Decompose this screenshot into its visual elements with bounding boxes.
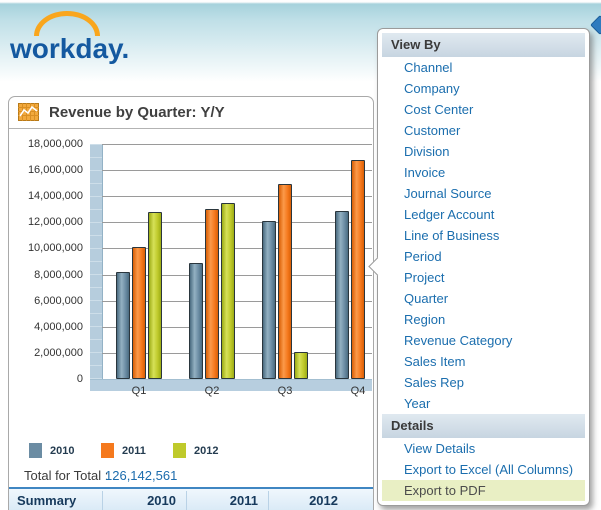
gridline <box>102 170 372 172</box>
menu-item-invoice[interactable]: Invoice <box>404 165 446 180</box>
y-axis-tick-label: 18,000,000 <box>27 138 83 150</box>
column-separator <box>186 491 187 510</box>
menu-item-region[interactable]: Region <box>404 312 446 327</box>
menu-item-period[interactable]: Period <box>404 249 442 264</box>
y-axis-tick-label: 6,000,000 <box>34 294 83 307</box>
menu-item-ledger-account[interactable]: Ledger Account <box>404 207 495 222</box>
legend-label: 2010 <box>50 445 75 457</box>
gridline <box>102 326 372 328</box>
menu-item-cost-center[interactable]: Cost Center <box>404 102 474 117</box>
gridline <box>102 248 372 250</box>
revenue-chart: 0 2,000,000 4,000,000 6,000,000 8,000,000 10,… <box>9 129 372 409</box>
y-axis-tick-label: 12,000,000 <box>27 216 83 229</box>
y-axis-tick-label: 0 <box>76 373 83 385</box>
x-axis-label-q2: Q2 <box>204 385 220 397</box>
y-axis-tick-label: 8,000,000 <box>34 268 83 281</box>
gridline <box>102 144 372 145</box>
bar-2010-q1[interactable] <box>116 272 130 379</box>
gridline <box>102 222 372 224</box>
summary-col-2011: 2011 <box>229 493 258 508</box>
summary-table-header: Summary 2010 2011 2012 <box>9 487 373 510</box>
menu-item-channel[interactable]: Channel <box>404 60 453 75</box>
bar-2011-q1[interactable] <box>132 247 146 379</box>
bar-2012-q1[interactable] <box>148 212 162 379</box>
menu-item-revenue-category[interactable]: Revenue Category <box>404 333 513 348</box>
summary-col-summary: Summary <box>17 493 77 508</box>
menu-item-division[interactable]: Division <box>404 144 450 159</box>
total-value: 126,142,561 <box>105 468 178 483</box>
x-axis-label-q4: Q4 <box>350 385 366 397</box>
gridline <box>102 196 372 198</box>
menu-section-view-by: View By <box>382 33 585 57</box>
summary-col-2010: 2010 <box>147 493 176 508</box>
menu-item-sales-rep[interactable]: Sales Rep <box>404 375 464 390</box>
panel-header: Revenue by Quarter: Y/Y <box>9 97 373 129</box>
menu-section-details: Details <box>382 414 585 438</box>
menu-item-project[interactable]: Project <box>404 270 445 285</box>
gridline <box>102 274 372 276</box>
bar-2011-q2[interactable] <box>205 209 219 379</box>
y-axis-tick-label: 2,000,000 <box>34 346 83 359</box>
legend-swatch-2010 <box>29 443 42 458</box>
bar-2010-q2[interactable] <box>189 263 203 379</box>
menu-item-journal-source[interactable]: Journal Source <box>404 186 492 201</box>
total-label: Total for Total : <box>24 468 109 483</box>
legend-label: 2012 <box>194 445 219 457</box>
menu-item-customer[interactable]: Customer <box>404 123 461 138</box>
gridline <box>102 352 372 354</box>
bar-2010-q3[interactable] <box>262 221 276 379</box>
workday-logo: workday. <box>10 33 130 64</box>
gridline <box>102 300 372 302</box>
legend-swatch-2011 <box>101 443 114 458</box>
bar-2010-q4[interactable] <box>335 211 349 379</box>
x-axis-label-q3: Q3 <box>277 385 293 397</box>
menu-item-line-of-business[interactable]: Line of Business <box>404 228 500 243</box>
revenue-panel: Revenue by Quarter: Y/Y 0 2,000,000 4,000,… <box>8 96 374 510</box>
legend-label: 2011 <box>122 445 146 457</box>
y-axis-tick-label: 14,000,000 <box>27 190 83 203</box>
bar-2012-q3[interactable] <box>294 352 308 379</box>
x-axis-label-q1: Q1 <box>131 385 147 397</box>
menu-item-sales-item[interactable]: Sales Item <box>404 354 466 369</box>
y-axis-tick-label: 4,000,000 <box>34 320 83 333</box>
summary-col-2012: 2012 <box>309 493 338 508</box>
legend-item-2012: 2012 <box>173 443 233 459</box>
line-chart-icon <box>18 103 39 121</box>
context-menu: View By Channel Company Cost Center Customer… <box>368 28 590 506</box>
menu-item-quarter[interactable]: Quarter <box>404 291 449 306</box>
chart-3d-floor <box>90 379 372 391</box>
bar-2011-q3[interactable] <box>278 184 292 379</box>
chart-legend: 2010 2011 2012 <box>9 443 372 461</box>
menu-item-view-details[interactable]: View Details <box>404 441 476 456</box>
legend-swatch-2012 <box>173 443 186 458</box>
legend-item-2011: 2011 <box>101 443 161 459</box>
menu-item-company[interactable]: Company <box>404 81 460 96</box>
panel-title: Revenue by Quarter: Y/Y <box>49 104 225 121</box>
column-separator <box>102 491 103 510</box>
menu-item-export-to-pdf[interactable]: Export to PDF <box>382 480 585 501</box>
bar-2012-q2[interactable] <box>221 203 235 379</box>
chart-3d-wall <box>90 144 103 379</box>
legend-item-2010: 2010 <box>29 443 89 459</box>
y-axis-tick-label: 10,000,000 <box>27 242 83 255</box>
y-axis-tick-label: 16,000,000 <box>27 164 83 177</box>
bar-2011-q4[interactable] <box>351 160 365 379</box>
menu-item-export-to-excel-all-columns[interactable]: Export to Excel (All Columns) <box>404 462 574 477</box>
menu-item-year[interactable]: Year <box>404 396 431 411</box>
column-separator <box>268 491 269 510</box>
